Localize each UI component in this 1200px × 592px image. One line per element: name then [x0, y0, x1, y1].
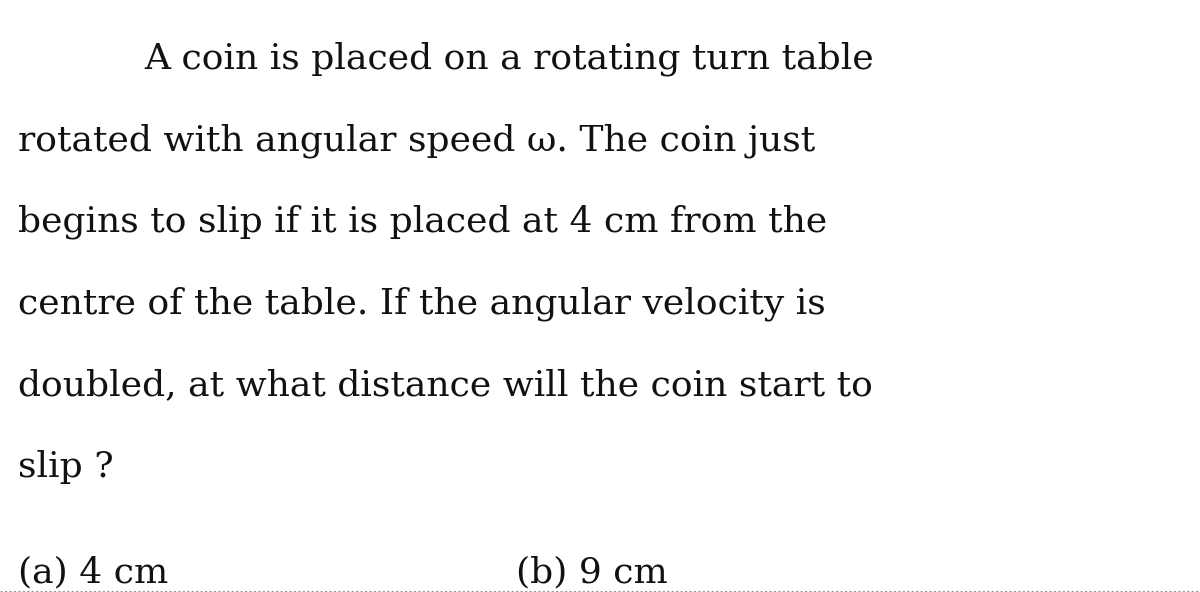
- Text: centre of the table. If the angular velocity is: centre of the table. If the angular velo…: [18, 287, 826, 321]
- Text: slip ?: slip ?: [18, 450, 114, 484]
- Text: rotated with angular speed ω. The coin just: rotated with angular speed ω. The coin j…: [18, 123, 815, 157]
- Text: A coin is placed on a rotating turn table: A coin is placed on a rotating turn tabl…: [144, 41, 874, 76]
- Text: (b) 9 cm: (b) 9 cm: [516, 555, 667, 589]
- Text: (a) 4 cm: (a) 4 cm: [18, 555, 168, 589]
- Text: doubled, at what distance will the coin start to: doubled, at what distance will the coin …: [18, 368, 872, 402]
- Text: begins to slip if it is placed at 4 cm from the: begins to slip if it is placed at 4 cm f…: [18, 205, 827, 239]
